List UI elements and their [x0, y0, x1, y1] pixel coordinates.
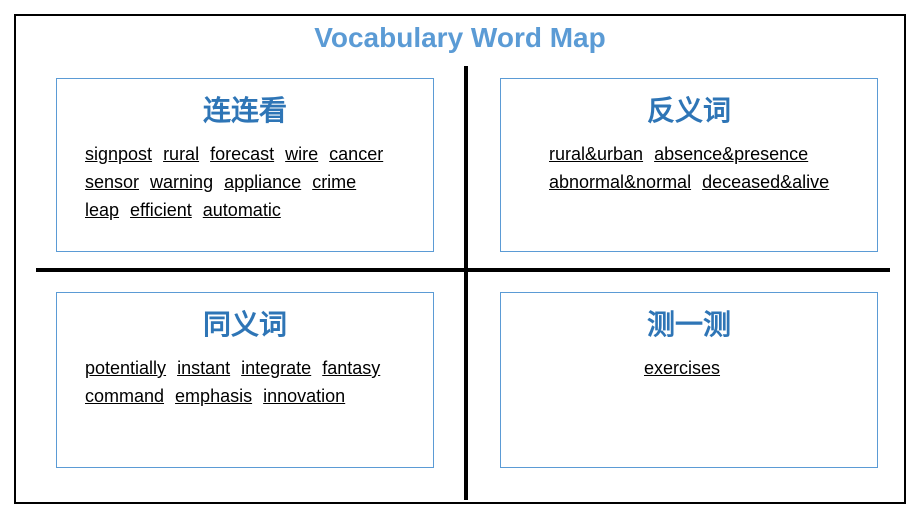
quadrant-top-left: 连连看 signpost rural forecast wire cancer … — [56, 78, 434, 252]
vocab-word[interactable]: efficient — [130, 197, 192, 225]
vocab-word[interactable]: signpost — [85, 141, 152, 169]
vocab-word[interactable]: deceased&alive — [702, 169, 829, 197]
quad-words-tl: signpost rural forecast wire cancer sens… — [77, 141, 413, 225]
vocab-word[interactable]: automatic — [203, 197, 281, 225]
vocab-word[interactable]: appliance — [224, 169, 301, 197]
vocab-word[interactable]: cancer — [329, 141, 383, 169]
vocab-word[interactable]: instant — [177, 355, 230, 383]
page-title: Vocabulary Word Map — [16, 22, 904, 54]
quadrant-top-right: 反义词 rural&urban absence&presence abnorma… — [500, 78, 878, 252]
cross-horizontal — [36, 268, 890, 272]
quad-words-br: exercises — [521, 355, 857, 383]
quad-title-br: 测一测 — [521, 303, 857, 343]
vocab-word[interactable]: absence&presence — [654, 141, 808, 169]
quad-title-tl: 连连看 — [77, 89, 413, 129]
quad-words-tr: rural&urban absence&presence abnormal&no… — [521, 141, 857, 197]
quad-words-bl: potentially instant integrate fantasy co… — [77, 355, 413, 411]
quad-title-tr: 反义词 — [521, 89, 857, 129]
vocab-word[interactable]: wire — [285, 141, 318, 169]
outer-frame: Vocabulary Word Map 连连看 signpost rural f… — [14, 14, 906, 504]
vocab-word[interactable]: fantasy — [322, 355, 380, 383]
cross-vertical — [464, 66, 468, 500]
vocab-word[interactable]: innovation — [263, 383, 345, 411]
vocab-word[interactable]: sensor — [85, 169, 139, 197]
quadrant-bottom-right: 测一测 exercises — [500, 292, 878, 468]
vocab-word[interactable]: emphasis — [175, 383, 252, 411]
vocab-word[interactable]: crime — [312, 169, 356, 197]
vocab-word[interactable]: forecast — [210, 141, 274, 169]
vocab-word[interactable]: rural&urban — [549, 141, 643, 169]
vocab-word[interactable]: command — [85, 383, 164, 411]
vocab-word[interactable]: warning — [150, 169, 213, 197]
quad-title-bl: 同义词 — [77, 303, 413, 343]
vocab-word[interactable]: potentially — [85, 355, 166, 383]
quadrant-bottom-left: 同义词 potentially instant integrate fantas… — [56, 292, 434, 468]
vocab-word[interactable]: rural — [163, 141, 199, 169]
vocab-word[interactable]: abnormal&normal — [549, 169, 691, 197]
vocab-word[interactable]: exercises — [644, 355, 720, 383]
vocab-word[interactable]: integrate — [241, 355, 311, 383]
vocab-word[interactable]: leap — [85, 197, 119, 225]
